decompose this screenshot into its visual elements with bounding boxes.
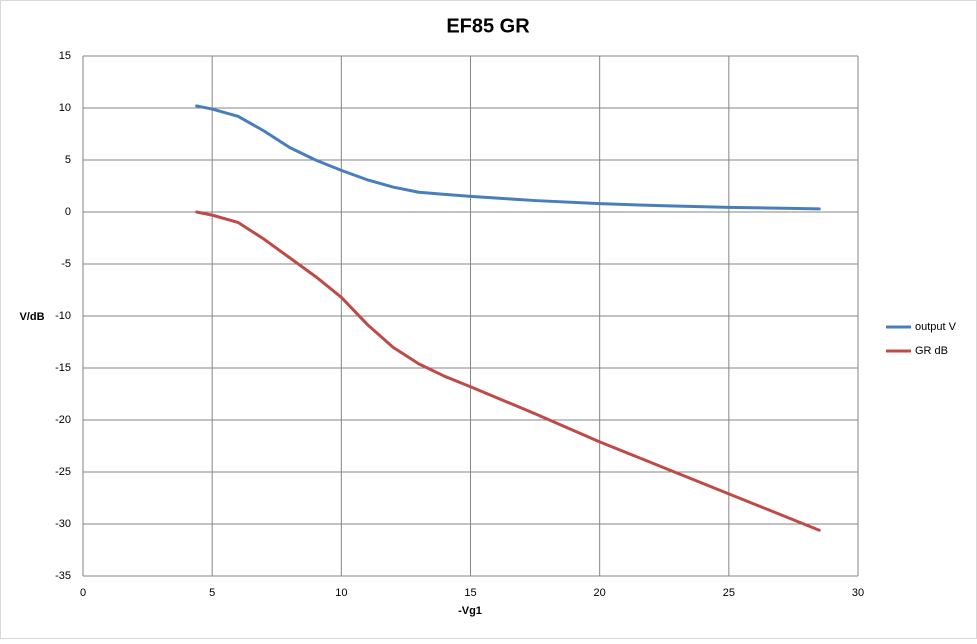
x-tick-label: 25 <box>723 587 735 599</box>
y-tick-label: 10 <box>59 102 71 114</box>
y-tick-label: 5 <box>65 154 71 166</box>
x-tick-label: 15 <box>464 587 476 599</box>
series-line <box>195 104 821 211</box>
y-tick-label: -15 <box>55 362 71 374</box>
x-tick-label: 20 <box>594 587 606 599</box>
legend-label: output V <box>915 321 957 333</box>
legend-label: GR dB <box>915 345 948 357</box>
y-tick-label: 15 <box>59 50 71 62</box>
y-tick-label: 0 <box>65 206 71 218</box>
y-tick-label: -10 <box>55 310 71 322</box>
series-line <box>195 210 821 532</box>
x-axis-label: -Vg1 <box>458 605 482 617</box>
x-tick-label: 30 <box>852 587 864 599</box>
y-tick-label: -25 <box>55 466 71 478</box>
y-tick-label: -20 <box>55 414 71 426</box>
y-tick-label: -30 <box>55 518 71 530</box>
x-tick-label: 10 <box>335 587 347 599</box>
y-tick-label: -35 <box>55 570 71 582</box>
x-tick-label: 5 <box>209 587 215 599</box>
y-axis-label: V/dB <box>19 311 44 323</box>
y-tick-label: -5 <box>61 258 71 270</box>
chart-title: EF85 GR <box>446 15 530 37</box>
x-tick-label: 0 <box>80 587 86 599</box>
